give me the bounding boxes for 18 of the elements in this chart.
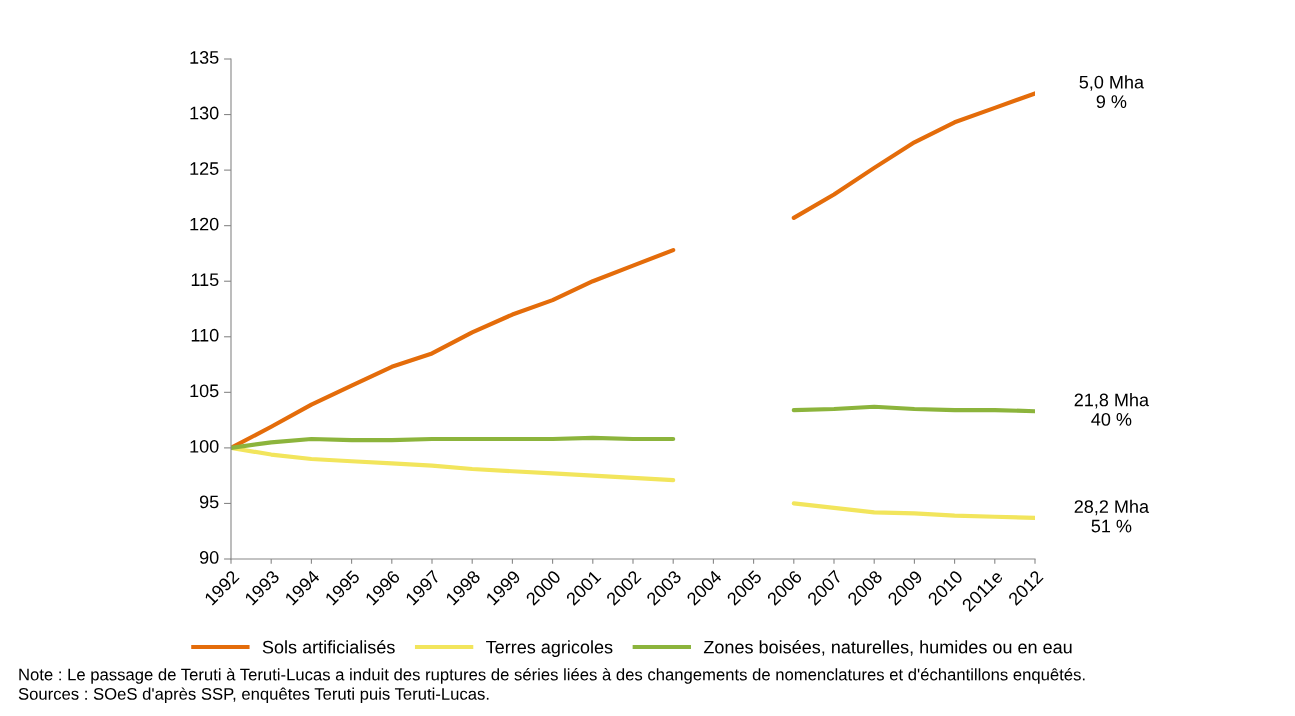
legend-label: Sols artificialisés — [262, 640, 395, 654]
y-tick-label: 105 — [190, 384, 219, 398]
y-tick-label: 115 — [191, 273, 219, 287]
annotation: 21,8 Mha 40 % — [1074, 393, 1150, 426]
legend-label: Terres agricoles — [486, 640, 613, 658]
y-tick-label: 120 — [190, 217, 219, 231]
y-tick-label: 125 — [190, 162, 219, 175]
y-tick-label: 90 — [199, 551, 219, 564]
y-tick-label: 100 — [190, 439, 219, 453]
y-tick-label: 135 — [190, 51, 219, 64]
text: Note : Le passage de Teruti à Teruti-Lucas a induit des ruptures de séries liées à des changements de nomenclatures et d'échantillons enquêtés. — [19, 668, 1085, 684]
y-tick-label: 95 — [199, 495, 219, 509]
legend-label: Zones boisées, naturelles, humides ou en eau — [703, 640, 1072, 656]
source-note: Sources : SOeS d'après SSP, enquêtes Teruti puis Teruti-Lucas. — [18, 687, 489, 704]
annotation: 28,2 Mha 51 % — [1074, 499, 1150, 533]
y-tick-label: 110 — [191, 328, 219, 342]
y-tick-label: 130 — [190, 106, 219, 120]
annotation: 5,0 Mha 9 % — [1079, 75, 1145, 109]
